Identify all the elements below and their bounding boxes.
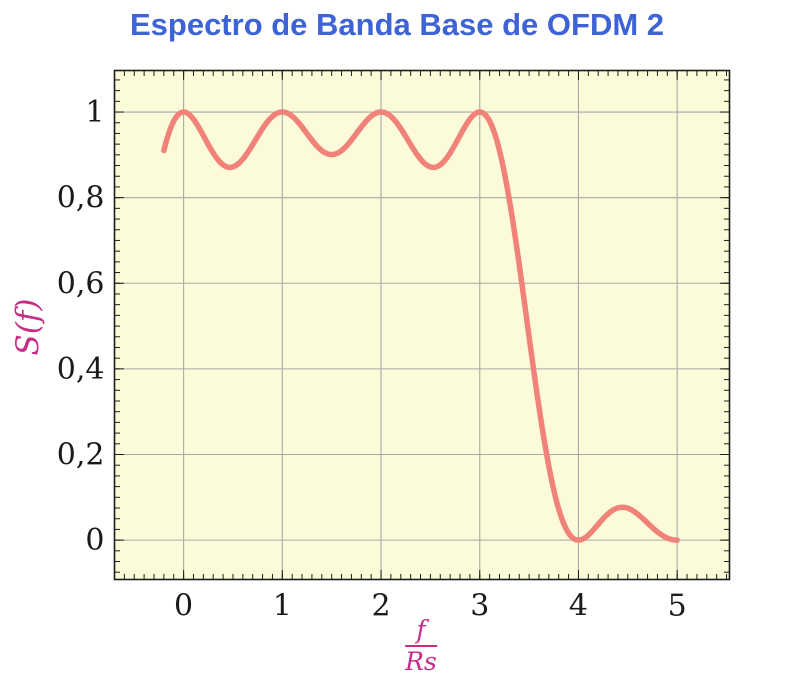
x-tick-label: 4: [569, 589, 588, 624]
x-axis-label: f Rs: [405, 615, 437, 677]
x-axis-label-denominator: Rs: [405, 647, 437, 677]
x-tick-label: 1: [273, 589, 292, 624]
axis-ticks: [114, 70, 730, 580]
spectrum-curve: [161, 109, 680, 543]
tick-labels: 0 1 2 3 4 5 0 0,2 0,4 0,6 0,8 1: [57, 95, 687, 623]
y-tick-label: 0: [85, 523, 104, 558]
x-tick-label: 0: [174, 589, 193, 624]
x-tick-label: 2: [371, 589, 390, 624]
y-tick-label: 0,4: [57, 352, 105, 387]
chart-title: Espectro de Banda Base de OFDM 2: [129, 7, 665, 42]
y-tick-label: 0,6: [57, 266, 105, 301]
gridlines: [114, 70, 730, 580]
fraction-bar: [405, 645, 437, 648]
x-tick-label: 3: [470, 589, 489, 624]
y-tick-label: 0,8: [57, 181, 105, 216]
x-tick-label: 5: [668, 589, 687, 624]
x-axis-label-numerator: f: [416, 615, 426, 644]
y-tick-label: 0,2: [57, 437, 105, 472]
plot-frame: [113, 69, 731, 581]
y-tick-label: 1: [85, 95, 104, 130]
